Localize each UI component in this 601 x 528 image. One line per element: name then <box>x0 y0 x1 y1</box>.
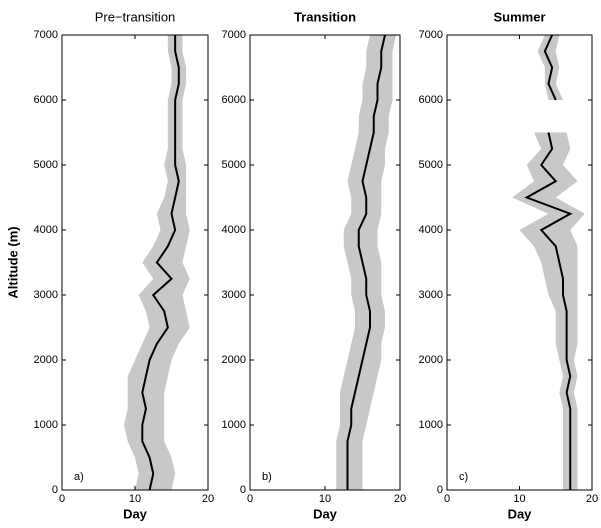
y-tick-label: 1000 <box>34 419 58 431</box>
y-tick-label: 4000 <box>34 224 58 236</box>
y-tick-label: 7000 <box>419 29 443 41</box>
y-tick-label: 2000 <box>222 354 246 366</box>
panel-label: c) <box>459 471 468 483</box>
y-tick-label: 0 <box>52 484 58 496</box>
x-tick-label: 10 <box>129 493 141 505</box>
y-tick-label: 1000 <box>222 419 246 431</box>
band <box>512 132 585 490</box>
profile-line <box>346 34 386 490</box>
x-axis-label: Day <box>313 506 338 521</box>
x-tick-label: 20 <box>586 493 598 505</box>
y-tick-label: 3000 <box>222 289 246 301</box>
y-tick-label: 0 <box>240 484 246 496</box>
x-tick-label: 0 <box>247 493 253 505</box>
y-tick-label: 5000 <box>34 159 58 171</box>
y-tick-label: 5000 <box>419 159 443 171</box>
y-tick-label: 0 <box>437 484 443 496</box>
chart-title: Transition <box>294 9 356 24</box>
x-axis-label: Day <box>123 506 148 521</box>
y-tick-label: 6000 <box>419 94 443 106</box>
y-tick-label: 7000 <box>34 29 58 41</box>
x-tick-label: 0 <box>444 493 450 505</box>
y-axis-label: Altitude (m) <box>5 226 20 298</box>
y-tick-label: 3000 <box>419 289 443 301</box>
x-axis-label: Day <box>508 506 533 521</box>
y-tick-label: 3000 <box>34 289 58 301</box>
y-tick-label: 4000 <box>419 224 443 236</box>
chart-title: Pre−transition <box>95 9 176 24</box>
y-tick-label: 6000 <box>34 94 58 106</box>
profile-line <box>141 35 180 491</box>
y-tick-label: 7000 <box>222 29 246 41</box>
panel-label: a) <box>74 471 84 483</box>
y-tick-label: 6000 <box>222 94 246 106</box>
chart-title: Summer <box>493 9 545 24</box>
x-tick-label: 20 <box>202 493 214 505</box>
x-tick-label: 10 <box>319 493 331 505</box>
y-tick-label: 5000 <box>222 159 246 171</box>
x-tick-label: 10 <box>513 493 525 505</box>
y-tick-label: 1000 <box>419 419 443 431</box>
x-tick-label: 0 <box>59 493 65 505</box>
band <box>336 35 397 490</box>
x-tick-label: 20 <box>394 493 406 505</box>
profile-line <box>524 34 573 490</box>
panel-label: b) <box>262 471 272 483</box>
y-tick-label: 2000 <box>419 354 443 366</box>
y-tick-label: 4000 <box>222 224 246 236</box>
y-tick-label: 2000 <box>34 354 58 366</box>
